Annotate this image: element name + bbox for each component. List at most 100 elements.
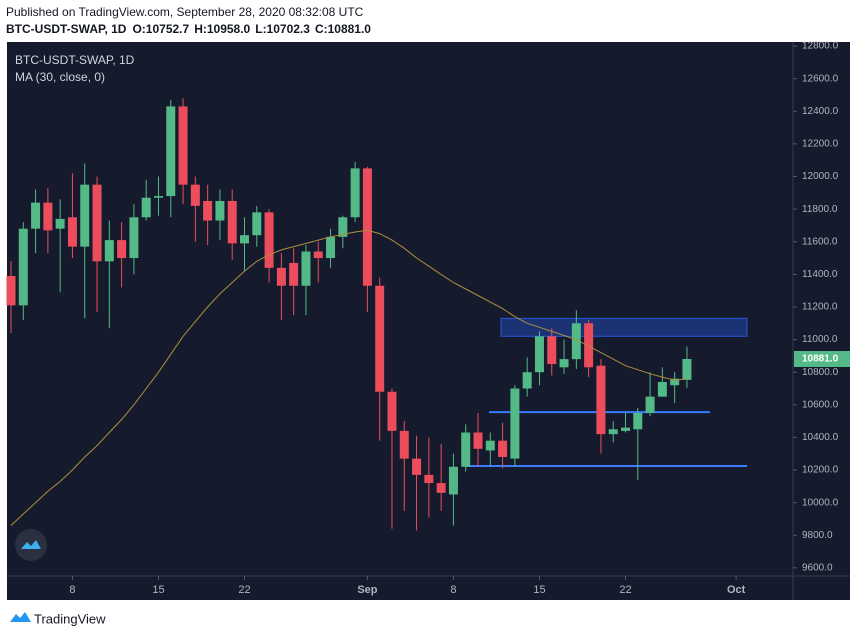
x-tick-label: 15 <box>152 584 164 596</box>
candle-body <box>498 440 508 457</box>
candle-body <box>375 285 385 392</box>
candle-body <box>424 474 434 484</box>
y-tick-label: 12800.0 <box>802 41 839 52</box>
candle-body <box>387 391 397 431</box>
candle-body <box>153 196 163 198</box>
candle-body <box>301 251 311 286</box>
candle-body <box>362 168 372 286</box>
candle-body <box>522 372 532 389</box>
candle-body <box>215 200 225 221</box>
y-tick-label: 12600.0 <box>802 73 839 84</box>
price-zone <box>500 317 748 337</box>
logo-badge <box>15 529 47 561</box>
x-tick-label: 8 <box>450 584 456 596</box>
y-tick-label: 11400.0 <box>802 269 838 280</box>
candle-body <box>117 240 127 259</box>
candle-body <box>657 381 667 397</box>
candle-body <box>461 432 471 467</box>
y-tick-label: 10200.0 <box>802 465 839 476</box>
candle-body <box>399 430 409 459</box>
ohlc-value: C:10881.0 <box>315 22 371 36</box>
candle-body <box>31 202 41 229</box>
symbol: BTC-USDT-SWAP, 1D <box>6 22 127 36</box>
candle-body <box>547 336 557 365</box>
ma-legend: MA (30, close, 0) <box>15 70 105 84</box>
candle-body <box>584 323 594 368</box>
y-tick-label: 11000.0 <box>802 334 838 345</box>
candle-body <box>633 412 643 430</box>
candle-body <box>682 358 692 380</box>
published-line: Published on TradingView.com, September … <box>6 5 364 19</box>
candle-body <box>571 323 581 360</box>
y-tick-label: 10000.0 <box>802 497 839 508</box>
x-tick-label: 15 <box>533 584 545 596</box>
candle-body <box>412 458 422 475</box>
footer-brand: TradingView <box>34 611 106 626</box>
y-tick-label: 10800.0 <box>802 367 839 378</box>
y-tick-label: 10400.0 <box>802 432 839 443</box>
candle-body <box>670 378 680 386</box>
candle-body <box>276 267 286 286</box>
candle-body <box>559 359 569 368</box>
logo-mark <box>21 540 41 549</box>
candle-body <box>313 251 323 259</box>
ma-line <box>10 229 687 526</box>
plot: 9600.0 9800.0 10000.0 10200.0 10400.0 10600.0… <box>6 41 850 596</box>
candle-body <box>596 365 606 435</box>
y-tick-label: 9600.0 <box>802 562 833 573</box>
candle-body <box>92 184 102 262</box>
candle-body <box>80 184 90 247</box>
y-tick-label: 9800.0 <box>802 530 833 541</box>
footer-logo <box>10 612 31 622</box>
candle-body <box>645 396 655 413</box>
candle-body <box>141 197 151 218</box>
candle-body <box>252 212 262 236</box>
candle-body <box>510 388 520 459</box>
ohlc-value: L:10702.3 <box>255 22 310 36</box>
candle-body <box>289 262 299 286</box>
y-tick-label: 10600.0 <box>802 399 839 410</box>
last-price-label: 10881.0 <box>802 354 839 365</box>
candle-body <box>485 440 495 451</box>
x-tick-label: Oct <box>727 584 746 596</box>
candle-body <box>166 106 176 197</box>
y-tick-label: 11200.0 <box>802 302 838 313</box>
candle-body <box>534 336 544 373</box>
last-price-tag <box>794 350 850 367</box>
candle-body <box>6 275 16 306</box>
candle-body <box>129 217 139 259</box>
candle-body <box>448 466 458 495</box>
candle-body <box>240 235 250 244</box>
y-tick-label: 11800.0 <box>802 204 838 215</box>
candle-body <box>350 168 360 218</box>
candle-body <box>67 217 77 247</box>
candle-body <box>18 228 28 306</box>
candle-body <box>43 202 53 231</box>
x-tick-label: 22 <box>619 584 631 596</box>
candle-body <box>326 236 336 259</box>
candle-body <box>104 240 114 262</box>
candle-body <box>227 200 237 244</box>
candle-body <box>190 184 200 206</box>
symbol-line: BTC-USDT-SWAP, 1D O:10752.7 H:10958.0 L:10… <box>6 22 371 36</box>
y-tick-label: 12200.0 <box>802 139 839 150</box>
ohlc-value: H:10958.0 <box>194 22 250 36</box>
candle-body <box>473 432 483 449</box>
x-tick-label: Sep <box>357 584 377 596</box>
y-tick-label: 12400.0 <box>802 106 839 117</box>
candle-body <box>621 427 630 431</box>
candle-body <box>55 218 65 229</box>
y-tick-label: 12000.0 <box>802 171 839 182</box>
candle-body <box>178 106 188 185</box>
chart-legend-title: BTC-USDT-SWAP, 1D <box>15 53 135 67</box>
candle-body <box>608 429 618 435</box>
candle-body <box>338 217 348 237</box>
candle-body <box>203 200 213 221</box>
x-tick-label: 22 <box>238 584 250 596</box>
ohlc-value: O:10752.7 <box>132 22 189 36</box>
x-tick-label: 8 <box>69 584 75 596</box>
candle-body <box>264 212 274 268</box>
y-tick-label: 11600.0 <box>802 236 838 247</box>
